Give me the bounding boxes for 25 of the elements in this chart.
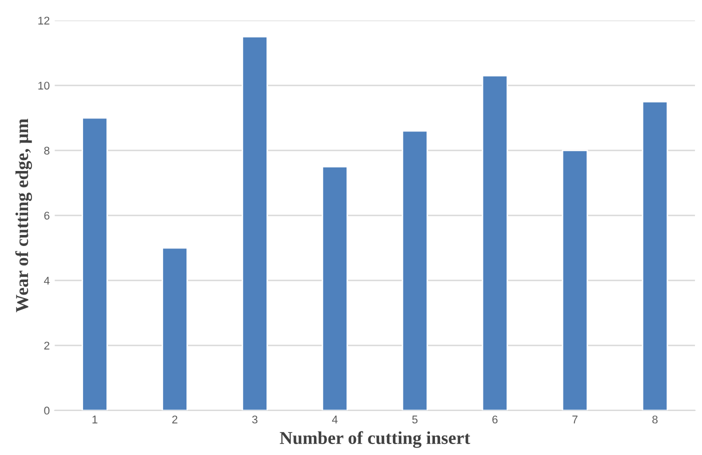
bar <box>162 247 188 410</box>
x-tick-label: 3 <box>252 416 258 424</box>
bar <box>402 130 428 410</box>
x-tick-label: 1 <box>92 416 98 424</box>
y-tick-label: 10 <box>38 82 50 90</box>
x-tick-label: 4 <box>332 416 338 424</box>
y-tick-label: 2 <box>44 342 50 350</box>
x-tick-label: 5 <box>412 416 418 424</box>
x-tick-label: 2 <box>172 416 178 424</box>
y-tick-label: 12 <box>38 16 50 24</box>
x-tick-label: 7 <box>572 416 578 424</box>
y-tick-label: 8 <box>44 146 50 155</box>
bar <box>482 75 508 410</box>
x-axis-title: Number of cutting insert <box>280 431 470 448</box>
bar <box>242 36 268 410</box>
bar <box>642 101 668 410</box>
y-axis-title: Wear of cutting edge, µm <box>15 118 32 312</box>
bar <box>562 150 588 410</box>
y-tick-label: 0 <box>44 406 50 415</box>
bar <box>322 166 348 410</box>
y-tick-label: 4 <box>44 276 50 284</box>
bar <box>82 117 108 410</box>
y-tick-label: 6 <box>44 212 50 220</box>
x-tick-label: 8 <box>652 416 658 424</box>
x-tick-label: 6 <box>492 416 498 424</box>
